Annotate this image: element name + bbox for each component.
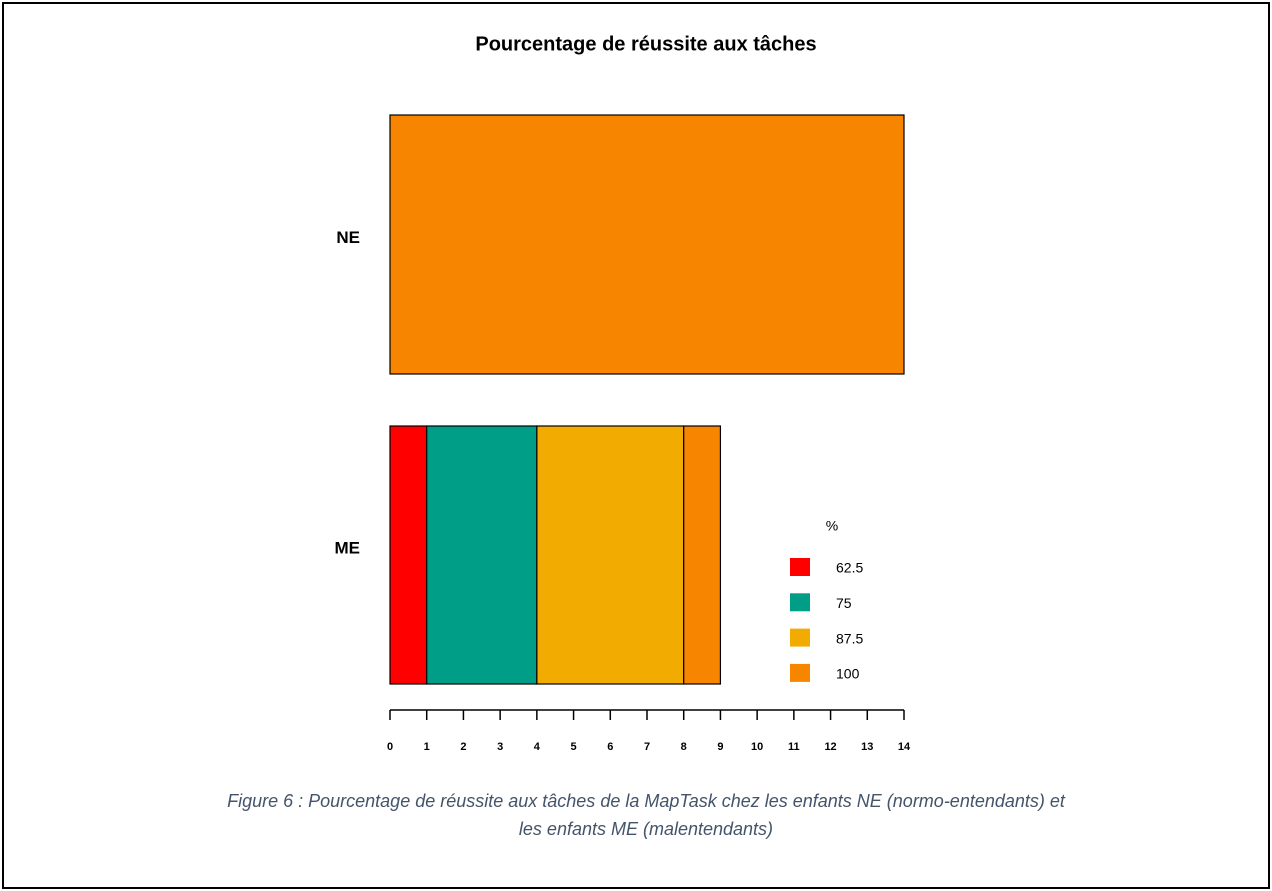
bar-segment xyxy=(389,114,905,375)
x-tick-label: 11 xyxy=(788,741,800,753)
x-tick-label: 12 xyxy=(824,741,836,753)
category-label: ME xyxy=(335,538,361,557)
x-tick-label: 0 xyxy=(387,741,393,753)
x-tick-label: 5 xyxy=(571,741,577,753)
legend-label: 62.5 xyxy=(836,560,863,576)
caption: Figure 6 : Pourcentage de réussite aux t… xyxy=(227,791,1066,811)
category-label: NE xyxy=(336,228,360,247)
legend-swatch xyxy=(790,628,810,647)
x-tick-label: 9 xyxy=(717,741,723,753)
x-tick-label: 3 xyxy=(497,741,503,753)
bar-segment xyxy=(389,425,428,685)
legend-swatch xyxy=(790,663,810,682)
x-tick-label: 6 xyxy=(607,741,613,753)
x-tick-label: 7 xyxy=(644,741,650,753)
x-tick-label: 8 xyxy=(681,741,687,753)
bar-segment xyxy=(683,425,722,685)
legend-title: % xyxy=(826,518,838,534)
legend-swatch xyxy=(790,593,810,612)
legend-label: 100 xyxy=(836,666,860,682)
caption: les enfants ME (malentendants) xyxy=(519,819,773,839)
legend-label: 87.5 xyxy=(836,630,863,646)
x-tick-label: 4 xyxy=(534,741,541,753)
x-tick-label: 1 xyxy=(424,741,430,753)
x-tick-label: 14 xyxy=(898,741,911,753)
x-tick-label: 10 xyxy=(751,741,763,753)
legend-swatch xyxy=(790,558,810,576)
x-tick-label: 2 xyxy=(460,741,466,753)
bar-segment xyxy=(536,425,685,685)
chart-title: Pourcentage de réussite aux tâches xyxy=(475,33,816,55)
bar-segment xyxy=(426,425,538,685)
x-tick-label: 13 xyxy=(861,741,873,753)
legend-label: 75 xyxy=(836,595,852,611)
